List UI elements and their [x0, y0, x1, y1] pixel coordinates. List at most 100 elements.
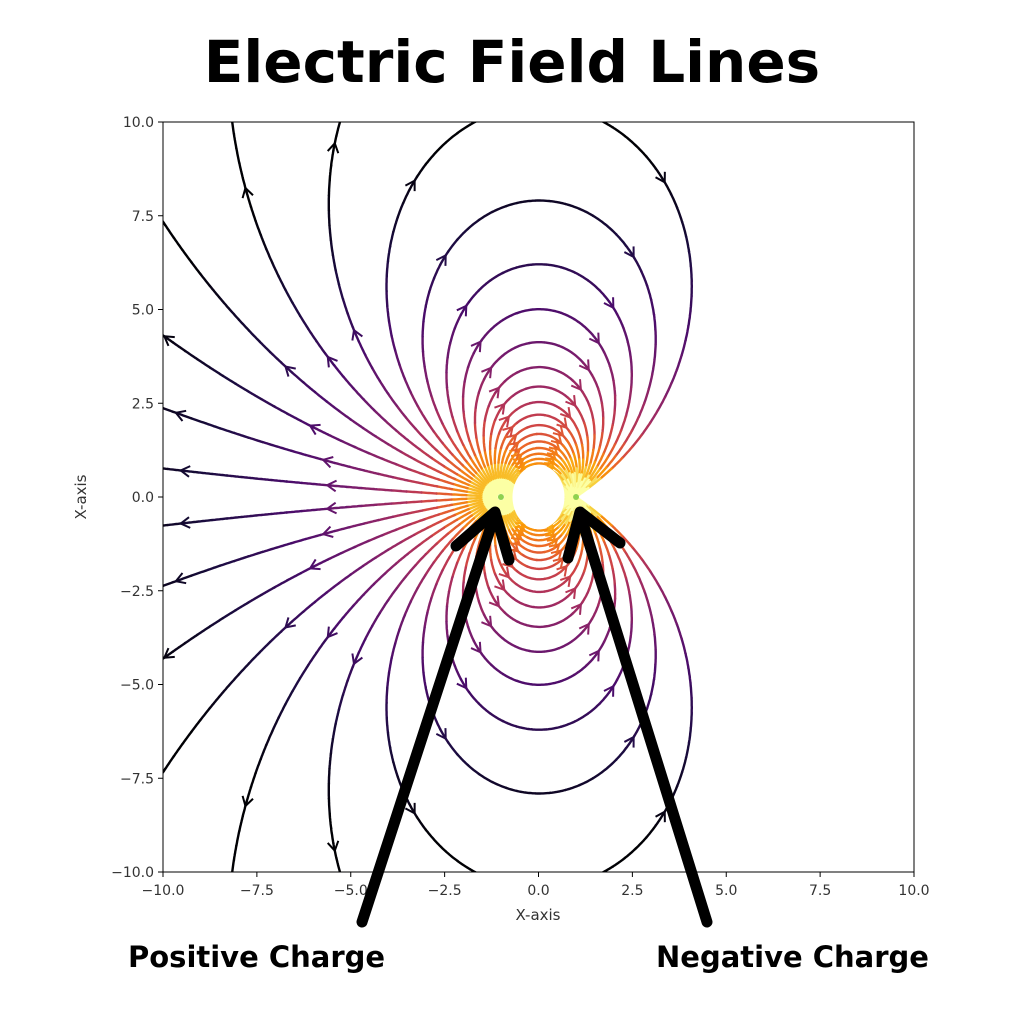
field-line-segment — [444, 850, 459, 863]
field-line-segment — [656, 395, 667, 412]
field-line-segment — [528, 589, 547, 594]
field-line-segment — [526, 423, 544, 429]
field-line-segment — [396, 202, 405, 219]
field-line-segment — [241, 176, 248, 194]
field-arrowhead — [505, 433, 518, 446]
field-line-segment — [515, 263, 533, 269]
field-line-segment — [327, 797, 331, 815]
field-line-segment — [330, 505, 348, 510]
field-line-segment — [558, 466, 570, 481]
field-line-segment — [557, 107, 572, 110]
field-line-segment — [500, 447, 508, 464]
field-line-segment — [232, 555, 250, 563]
field-line-segment — [445, 1014, 458, 1021]
field-line-segment — [181, 730, 193, 746]
field-line-segment — [33, 229, 44, 239]
positive-charge-marker — [497, 494, 504, 500]
field-line-segment — [501, 346, 517, 357]
field-line-segment — [585, 327, 598, 341]
field-line-segment — [400, 450, 416, 461]
field-line-segment — [529, 308, 548, 311]
field-line-segment — [38, 631, 52, 637]
field-arrowhead — [623, 735, 635, 748]
field-line-segment — [273, 579, 289, 589]
field-line-segment — [348, 465, 366, 472]
field-line-segment — [456, 227, 469, 241]
field-line-segment — [534, 462, 552, 467]
field-line-segment — [483, 572, 490, 590]
field-line-segment — [488, 543, 493, 562]
field-line-segment — [467, 289, 480, 304]
field-line-segment — [208, 366, 225, 377]
field-line-segment — [539, 385, 557, 392]
field-line-segment — [245, 786, 253, 803]
field-line-segment — [505, 786, 522, 793]
field-line-segment — [163, 767, 167, 775]
field-line-segment — [583, 421, 589, 439]
field-line-segment — [290, 537, 307, 545]
field-line-segment — [371, 366, 381, 383]
field-line-segment — [566, 396, 579, 411]
field-line-segment — [542, 106, 557, 107]
field-line-segment — [503, 371, 519, 383]
field-line-segment — [432, 714, 442, 731]
field-line-segment — [392, 761, 399, 778]
field-line-segment — [464, 425, 471, 443]
field-line-segment — [375, 502, 393, 506]
field-line-segment — [528, 649, 546, 653]
field-line-segment — [597, 387, 604, 405]
field-line-segment — [534, 527, 552, 532]
field-line-segment — [681, 756, 688, 774]
field-line-segment — [196, 625, 212, 636]
field-arrowhead — [559, 406, 572, 419]
field-line-segment — [234, 601, 250, 612]
field-line-segment — [445, 356, 449, 374]
field-line-segment — [455, 511, 472, 521]
field-line-segment — [389, 746, 395, 764]
field-line-segment — [290, 449, 307, 457]
field-line-segment — [141, 794, 149, 807]
field-line-segment — [557, 575, 572, 588]
field-line-segment — [406, 479, 424, 485]
field-line-segment — [445, 620, 449, 638]
field-line-segment — [190, 569, 207, 577]
field-line-segment — [543, 440, 560, 450]
field-line-segment — [564, 783, 581, 792]
field-line-segment — [676, 770, 684, 788]
field-line-segment — [333, 526, 351, 533]
field-arrowhead — [163, 335, 175, 347]
field-line-segment — [232, 132, 238, 150]
x-tick-label: 0.0 — [527, 883, 549, 899]
field-line-segment — [315, 639, 327, 655]
field-line-segment — [449, 327, 456, 344]
field-line-segment — [306, 327, 318, 343]
field-line-segment — [569, 562, 580, 578]
x-tick-label: 5.0 — [715, 883, 737, 899]
field-line-segment — [557, 419, 571, 433]
field-line-segment — [83, 65, 89, 79]
field-line-segment — [315, 483, 333, 487]
field-line-segment — [424, 542, 438, 556]
field-line-segment — [363, 53, 371, 66]
field-line-segment — [554, 522, 567, 536]
x-tick-label: −2.5 — [428, 883, 462, 899]
field-line-segment — [172, 743, 184, 758]
field-line-segment — [524, 385, 543, 390]
field-line-segment — [286, 412, 302, 422]
field-line-segment — [615, 747, 628, 761]
field-line-segment — [44, 745, 55, 755]
field-line-segment — [564, 469, 574, 486]
field-line-segment — [78, 534, 93, 536]
field-arrowhead — [241, 186, 254, 199]
field-line-segment — [269, 350, 283, 364]
field-line-segment — [430, 394, 438, 411]
field-line-segment — [435, 492, 453, 496]
field-line-segment — [360, 503, 378, 508]
field-line-segment — [441, 538, 454, 552]
field-line-segment — [456, 448, 468, 463]
field-line-segment — [386, 671, 391, 690]
field-line-segment — [475, 471, 488, 485]
field-line-segment — [472, 507, 487, 520]
field-line-segment — [654, 167, 666, 183]
field-line-segment — [468, 868, 478, 872]
